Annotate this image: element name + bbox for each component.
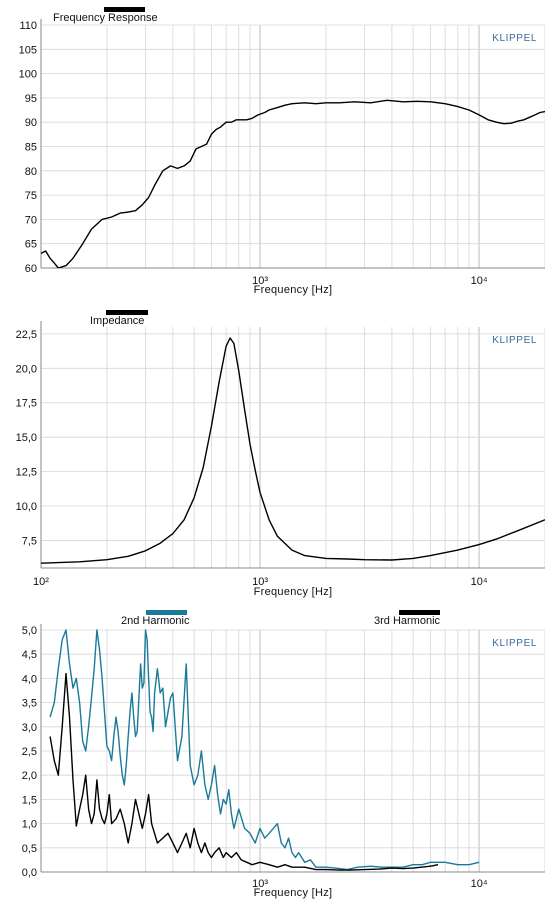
y-tick-label: 2,5 [22,746,37,758]
y-tick-label: 20,0 [16,363,37,375]
y-tick-label: 10,0 [16,501,37,513]
y-tick-label: 15,0 [16,432,37,444]
legend-label: 2nd Harmonic [121,615,190,627]
y-tick-label: 12,5 [16,467,37,479]
x-axis-label: Frequency [Hz] [254,887,333,899]
y-tick-label: 0,0 [22,867,37,879]
legend-label: Frequency Response [53,12,158,24]
legend-swatch [399,610,440,615]
x-tick-label: 10⁴ [471,576,488,588]
x-tick-label: 10³ [252,878,268,890]
legend-swatch [106,310,148,315]
klippel-logo-text: KLIPPEL [492,638,537,649]
series-line-3rd-harmonic [49,672,439,871]
chart-panel-1: 110 105 100 95 90 85 80 75 70 65 60 10³ 10⁴ Frequency… [19,7,545,296]
y-tick-label: 1,0 [22,819,37,831]
y-tick-label: 105 [19,44,37,56]
y-tick-label: 85 [25,142,37,154]
y-tick-label: 70 [25,214,37,226]
x-axis-label: Frequency [Hz] [254,284,333,296]
legend-label: Impedance [90,315,144,327]
y-tick-label: 0,5 [22,843,37,855]
legend-swatch [104,7,145,12]
series-line-impedance [41,337,545,564]
legend-swatch [146,610,187,615]
y-tick-label: 95 [25,93,37,105]
y-tick-label: 80 [25,166,37,178]
x-tick-label: 10⁴ [471,878,488,890]
klippel-logo-text: KLIPPEL [492,33,537,44]
x-tick-label: 10⁴ [471,275,488,287]
x-tick-label: 10³ [252,576,268,588]
x-tick-label: 10³ [252,275,268,287]
y-tick-label: 3,5 [22,698,37,710]
y-tick-label: 3,0 [22,722,37,734]
y-tick-label: 22,5 [16,329,37,341]
y-tick-label: 7,5 [22,535,37,547]
y-tick-label: 60 [25,263,37,275]
chart-panel-3: 5,0 4,5 4,0 3,5 3,0 2,5 2,0 1,5 1,0 0,5 0,0 10³ 10⁴ F… [22,610,545,899]
y-tick-label: 75 [25,190,37,202]
y-tick-label: 17,5 [16,398,37,410]
y-tick-label: 2,0 [22,770,37,782]
y-tick-label: 65 [25,239,37,251]
legend-label: 3rd Harmonic [374,615,441,627]
klippel-logo-text: KLIPPEL [492,335,537,346]
y-tick-label: 4,5 [22,649,37,661]
y-tick-label: 90 [25,117,37,129]
y-tick-label: 110 [19,20,37,32]
x-axis-label: Frequency [Hz] [254,586,333,598]
series-line-2nd-harmonic [49,629,480,871]
y-tick-label: 100 [19,69,37,81]
x-tick-label: 10² [33,576,49,588]
y-tick-label: 4,0 [22,673,37,685]
series-line-frequency-response [41,99,545,268]
y-tick-label: 5,0 [22,625,37,637]
chart-panel-2: 22,5 20,0 17,5 15,0 12,5 10,0 7,5 10² 10³ 10⁴ Freq… [16,310,545,598]
y-tick-label: 1,5 [22,794,37,806]
